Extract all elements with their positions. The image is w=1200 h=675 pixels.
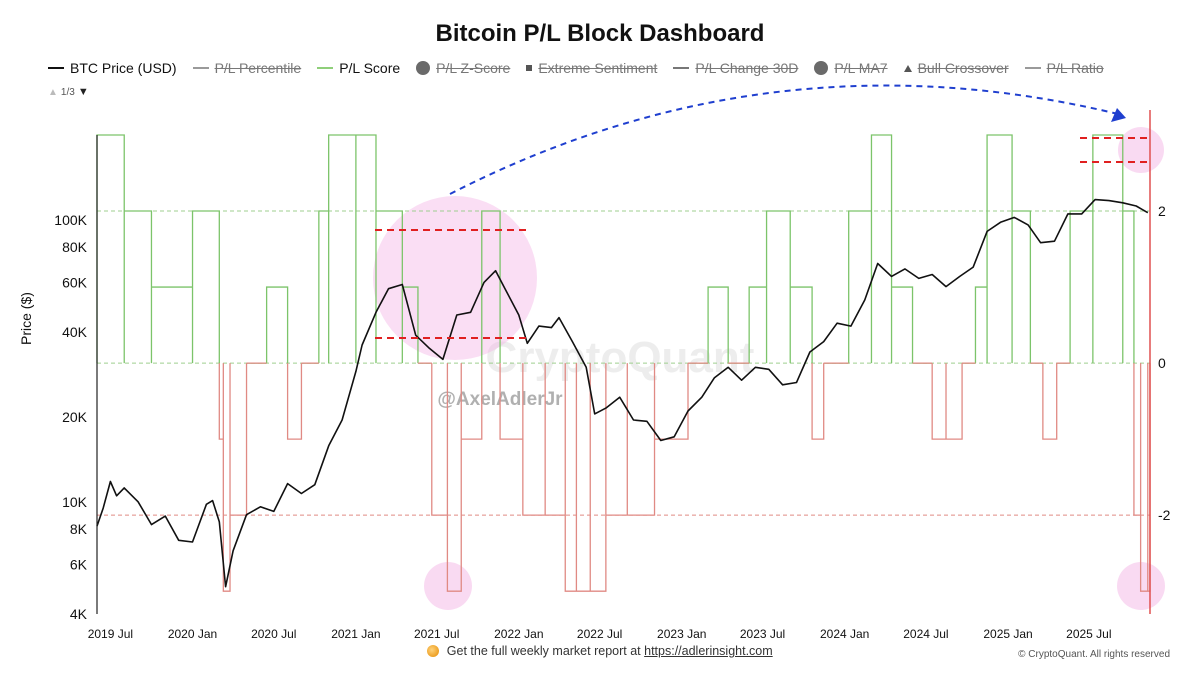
highlight-circle-2025 [1118, 127, 1164, 173]
pl-score-layer [96, 134, 1151, 592]
legend-label: Bull Crossover [917, 60, 1009, 76]
chart-title: Bitcoin P/L Block Dashboard [435, 20, 765, 47]
footer-link[interactable]: https://adlerinsight.com [644, 644, 773, 658]
y-tick-label: 8K [70, 521, 88, 537]
y-tick-label: 10K [62, 494, 88, 510]
y2-tick-label: 0 [1158, 355, 1166, 371]
x-tick-label: 2019 Jul [88, 627, 133, 641]
legend-item-1[interactable]: P/L Percentile [192, 60, 302, 76]
btc-price-layer [96, 198, 1149, 588]
x-tick-label: 2021 Jul [414, 627, 459, 641]
x-tick-label: 2022 Jul [577, 627, 622, 641]
y-tick-label: 4K [70, 606, 88, 622]
line-swatch-icon [1024, 67, 1041, 69]
annotation-layer [375, 84, 1150, 339]
y-tick-label: 40K [62, 324, 88, 340]
x-tick-label: 2025 Jul [1066, 627, 1111, 641]
legend-item-8[interactable]: P/L Ratio [1024, 60, 1104, 76]
watermark-brand: CryptoQuant [486, 333, 755, 382]
legend-label: P/L MA7 [834, 60, 888, 76]
coin-icon [427, 645, 440, 657]
square-swatch-icon [526, 65, 533, 71]
x-tick-label: 2023 Jan [657, 627, 706, 641]
pager-text: 1/3 [60, 86, 75, 98]
axes-layer: 4K 6K 8K 10K 20K 40K 60K 80K 100K -2 0 2 2019 Jul 202… [54, 110, 1171, 641]
x-tick-label: 2024 Jan [820, 627, 869, 641]
legend-label: P/L Percentile [214, 60, 302, 76]
highlight-circle-2021 [373, 196, 537, 360]
line-swatch-icon [673, 67, 690, 69]
legend-item-5[interactable]: P/L Change 30D [673, 60, 798, 76]
dot-swatch-icon [814, 61, 829, 75]
legend-item-4[interactable]: Extreme Sentiment [526, 60, 657, 76]
trend-arrow [449, 84, 1119, 195]
legend-item-2[interactable]: P/L Score [317, 60, 400, 76]
footer: Get the full weekly market report at htt… [0, 644, 1200, 658]
arrow-head-icon [1111, 108, 1126, 122]
legend-pager: ▲ 1/3 ▼ [48, 86, 89, 98]
x-tick-label: 2020 Jul [251, 627, 296, 641]
legend-item-6[interactable]: P/L MA7 [814, 60, 888, 76]
pl-score-positive [96, 134, 1135, 364]
x-tick-label: 2020 Jan [168, 627, 217, 641]
dot-swatch-icon [416, 61, 431, 75]
copyright: © CryptoQuant. All rights reserved [1018, 649, 1170, 660]
legend: BTC Price (USD) P/L Percentile P/L Score P/… [48, 58, 1168, 78]
y-tick-label: 20K [62, 409, 88, 425]
y2-tick-label: 2 [1158, 203, 1166, 219]
triangle-swatch-icon [903, 64, 912, 72]
y-tick-label: 80K [62, 239, 88, 255]
line-swatch-icon [48, 67, 64, 69]
legend-item-7[interactable]: Bull Crossover [903, 60, 1009, 76]
y-tick-label: 100K [54, 212, 87, 228]
line-swatch-icon [317, 67, 334, 69]
pager-down-icon[interactable]: ▼ [77, 86, 89, 98]
pl-score-negative [218, 362, 1151, 592]
legend-label: BTC Price (USD) [70, 60, 177, 76]
legend-label: P/L Change 30D [695, 60, 799, 76]
footer-text: Get the full weekly market report at [446, 644, 641, 658]
legend-label: Extreme Sentiment [538, 60, 658, 76]
legend-item-3[interactable]: P/L Z-Score [416, 60, 510, 76]
legend-label: P/L Ratio [1046, 60, 1104, 76]
chart-background-layer: CryptoQuant@AxelAdlerJr [97, 127, 1165, 610]
x-tick-label: 2023 Jul [740, 627, 785, 641]
btc-price-line [96, 198, 1149, 588]
x-tick-label: 2024 Jul [903, 627, 948, 641]
y2-tick-label: -2 [1158, 507, 1171, 523]
x-tick-label: 2022 Jan [494, 627, 543, 641]
legend-item-0[interactable]: BTC Price (USD) [48, 60, 177, 76]
line-swatch-icon [192, 67, 209, 69]
legend-label: P/L Z-Score [436, 60, 511, 76]
legend-label: P/L Score [339, 60, 401, 76]
x-tick-label: 2025 Jan [983, 627, 1032, 641]
y-tick-label: 6K [70, 556, 88, 572]
pager-up-icon[interactable]: ▲ [48, 86, 58, 98]
y-tick-label: 60K [62, 274, 88, 290]
x-tick-label: 2021 Jan [331, 627, 380, 641]
